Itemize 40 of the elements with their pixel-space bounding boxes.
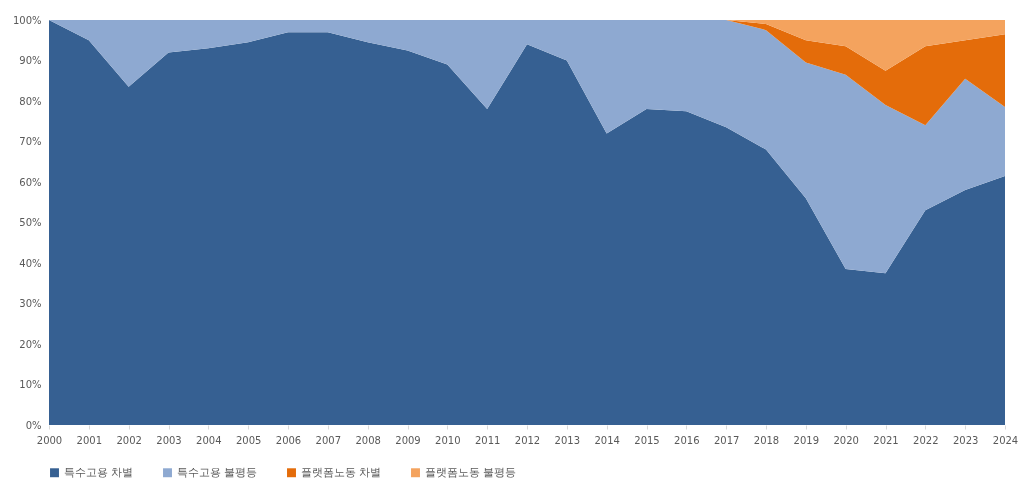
x-tick-label: 2019 (793, 434, 820, 446)
x-tick-label: 2006 (275, 434, 302, 446)
legend-label: 플랫폼노동 차별 (301, 465, 382, 479)
x-tick-label: 2017 (713, 434, 740, 446)
x-tick-label: 2012 (514, 434, 541, 446)
x-tick-label: 2000 (36, 434, 63, 446)
y-tick-label: 40% (19, 257, 42, 269)
y-tick-label: 0% (25, 419, 42, 431)
x-tick-label: 2016 (674, 434, 700, 446)
y-tick-label: 100% (12, 14, 42, 26)
x-tick-label: 2024 (992, 434, 1019, 446)
x-tick-label: 2010 (435, 434, 461, 446)
legend-label: 플랫폼노동 불평등 (425, 465, 517, 479)
x-tick-label: 2002 (116, 434, 142, 446)
y-tick-label: 90% (19, 55, 42, 66)
x-tick-label: 2023 (952, 434, 979, 446)
x-tick-label: 2021 (873, 434, 899, 446)
x-tick-label: 2020 (833, 434, 859, 446)
x-tick-label: 2007 (315, 434, 342, 446)
x-tick-label: 2018 (753, 434, 780, 446)
legend-label: 특수고용 차별 (64, 465, 134, 479)
x-tick-label: 2008 (355, 434, 381, 446)
x-tick-label: 2022 (913, 434, 939, 446)
x-tick-label: 2014 (594, 434, 620, 446)
y-tick-label: 70% (19, 136, 42, 147)
x-tick-label: 2005 (235, 434, 262, 446)
y-tick-label: 60% (19, 176, 42, 188)
x-tick-label: 2013 (554, 434, 581, 446)
x-tick-label: 2011 (474, 434, 501, 446)
y-tick-label: 30% (19, 298, 42, 309)
legend-label: 특수고용 불평등 (177, 465, 258, 479)
x-tick-label: 2001 (76, 434, 103, 446)
x-tick-label: 2015 (634, 434, 660, 446)
x-tick-label: 2003 (156, 434, 182, 446)
x-tick-label: 2009 (395, 434, 421, 446)
x-tick-label: 2004 (196, 434, 222, 446)
y-tick-label: 20% (19, 338, 42, 350)
y-tick-label: 80% (19, 95, 42, 107)
y-tick-label: 10% (19, 379, 42, 390)
y-tick-label: 50% (19, 217, 42, 228)
